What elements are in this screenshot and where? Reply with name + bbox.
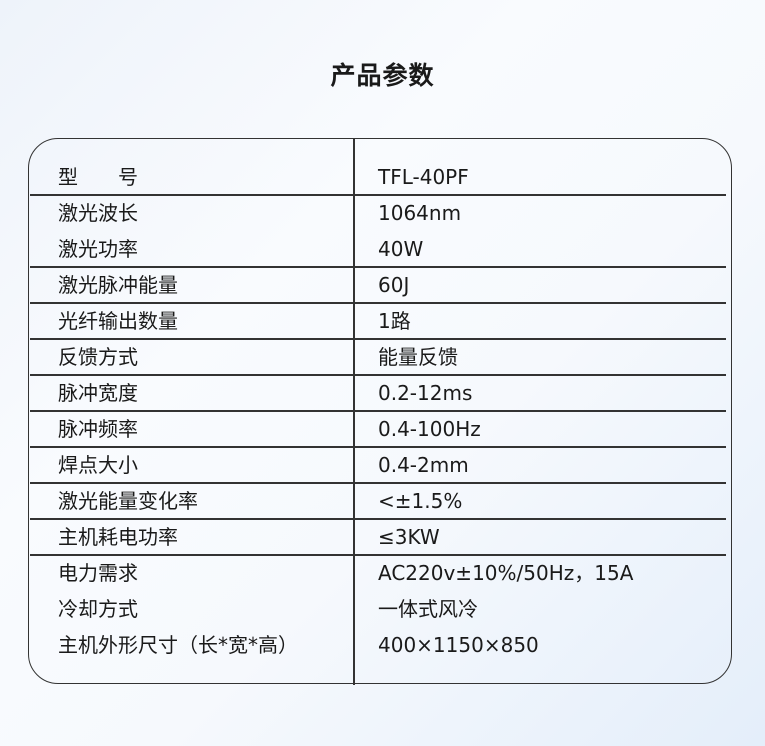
- page-title: 产品参数: [330, 61, 435, 90]
- spec-label: 电力需求: [58, 561, 138, 585]
- row-divider: [30, 194, 726, 196]
- row-divider: [30, 302, 726, 304]
- spec-value: 0.4-100Hz: [378, 417, 481, 441]
- spec-label: 主机耗电功率: [58, 525, 178, 549]
- row-divider: [30, 266, 726, 268]
- row-divider: [30, 554, 726, 556]
- spec-label: 反馈方式: [58, 345, 138, 369]
- spec-table: [28, 138, 732, 684]
- spec-value: 0.2-12ms: [378, 381, 473, 405]
- spec-value: 1路: [378, 309, 411, 333]
- spec-label: 脉冲频率: [58, 417, 138, 441]
- spec-label: 脉冲宽度: [58, 381, 138, 405]
- row-divider: [30, 482, 726, 484]
- spec-label: 冷却方式: [58, 597, 138, 621]
- spec-label: 型 号: [58, 165, 138, 189]
- spec-label: 激光功率: [58, 237, 138, 261]
- spec-label: 光纤输出数量: [58, 309, 178, 333]
- spec-label: 激光能量变化率: [58, 489, 198, 513]
- spec-value: ≤3KW: [378, 525, 440, 549]
- spec-value: 1064nm: [378, 201, 462, 225]
- spec-label: 主机外形尺寸（长*宽*高）: [58, 633, 298, 657]
- spec-label: 焊点大小: [58, 453, 138, 477]
- row-divider: [30, 446, 726, 448]
- spec-value: AC220v±10%/50Hz，15A: [378, 561, 634, 585]
- spec-value: 一体式风冷: [378, 597, 478, 621]
- spec-value: 400×1150×850: [378, 633, 539, 657]
- spec-value: 0.4-2mm: [378, 453, 469, 477]
- spec-label: 激光脉冲能量: [58, 273, 178, 297]
- row-divider: [30, 374, 726, 376]
- spec-value: TFL-40PF: [378, 165, 469, 189]
- row-divider: [30, 518, 726, 520]
- row-divider: [30, 338, 726, 340]
- row-divider: [30, 410, 726, 412]
- column-divider: [353, 139, 355, 685]
- spec-value: 能量反馈: [378, 345, 458, 369]
- spec-label: 激光波长: [58, 201, 138, 225]
- spec-value: <±1.5%: [378, 489, 463, 513]
- spec-value: 60J: [378, 273, 410, 297]
- spec-value: 40W: [378, 237, 424, 261]
